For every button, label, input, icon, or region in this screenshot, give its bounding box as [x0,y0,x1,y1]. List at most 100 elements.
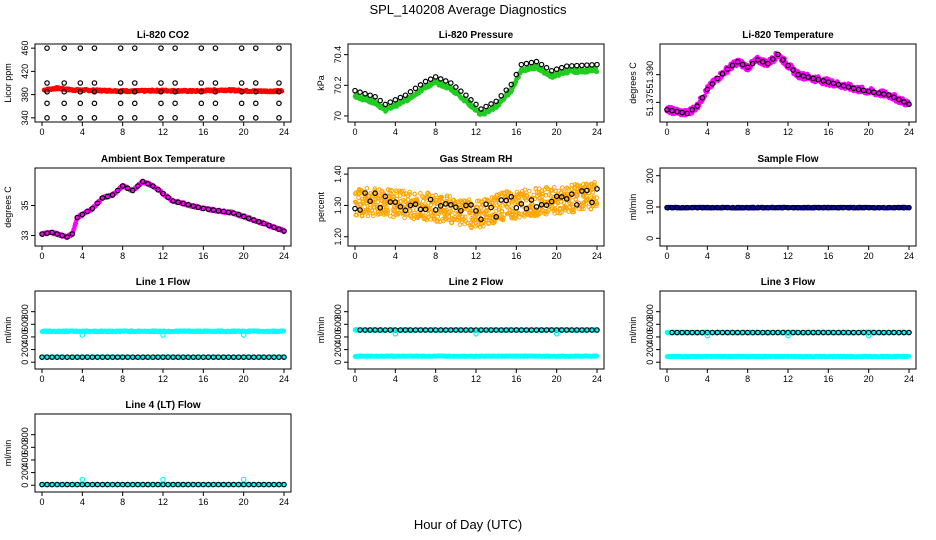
data-point [402,92,409,99]
y-tick-label: 800 [333,304,343,319]
data-point [372,93,378,100]
data-point [533,58,540,65]
y-tick-label: 380 [20,87,30,102]
data-point [276,115,282,121]
x-tick-label: 8 [120,251,125,261]
data-point [427,76,434,82]
data-point [252,45,259,51]
data-point [367,92,373,99]
data-point [352,205,358,212]
y-tick-label: 51.390 [645,61,655,89]
data-point [548,67,555,74]
data-point [212,100,219,107]
data-point [61,80,67,86]
plot-title: Gas Stream RH [440,154,513,165]
data-point [252,80,259,86]
series-levels [44,45,282,121]
data-point [172,80,178,86]
series-pressure [352,63,600,117]
data-point [117,88,124,95]
data-point [432,74,439,80]
series-low [352,353,600,359]
data-point [172,100,178,107]
data-point [172,45,178,51]
data-point [473,101,479,108]
x-tick-label: 12 [158,374,168,384]
data-point [377,97,384,104]
plot-title: Li-820 CO2 [137,30,190,41]
figure-title: SPL_140208 Average Diagnostics [369,2,567,17]
y-axis-label: ml/min [316,317,326,344]
x-tick-label: 20 [552,374,562,384]
y-tick-label: 0 [645,236,655,241]
data-point [91,45,98,51]
x-tick-label: 16 [198,251,208,261]
y-tick-label: 33 [20,230,30,240]
x-tick-label: 20 [239,127,249,137]
x-tick-label: 12 [158,127,168,137]
x-tick-label: 24 [279,127,289,137]
data-point [365,213,371,219]
data-point [131,88,138,95]
data-point [198,115,205,121]
x-tick-label: 16 [511,251,521,261]
y-tick-label: 70 [333,111,343,121]
data-point [238,88,245,95]
data-point [198,80,205,86]
data-point [483,103,489,110]
data-point [77,88,84,95]
data-point [447,80,454,86]
data-point [238,45,245,51]
data-point [117,100,124,107]
x-tick-label: 20 [239,251,249,261]
x-tick-label: 24 [592,374,602,384]
data-point [364,185,370,191]
x-tick-label: 0 [352,374,357,384]
data-point [276,88,282,95]
data-point [523,60,530,67]
data-point [453,84,459,90]
x-tick-label: 20 [864,251,874,261]
x-tick-label: 16 [198,127,208,137]
data-point [528,59,535,66]
data-point [357,89,363,95]
data-point [493,98,499,105]
data-point [559,185,565,190]
data-point [414,207,419,212]
data-point [158,115,164,121]
data-point [579,62,585,69]
data-point [513,204,520,211]
data-point [91,80,98,86]
x-tick-label: 12 [783,127,793,137]
x-tick-label: 20 [239,374,249,384]
series-amb-ref [39,178,287,240]
data-point [488,101,494,107]
data-point [61,100,67,107]
x-tick-label: 12 [783,251,793,261]
x-tick-label: 8 [120,127,125,137]
x-tick-label: 4 [80,374,85,384]
series-temp [664,50,912,118]
x-tick-label: 4 [393,251,398,261]
y-tick-label: 51.375 [645,89,655,117]
data-point [238,115,245,121]
data-point [198,88,205,95]
data-point [392,97,399,103]
data-point [422,78,429,85]
plot-rh: Gas Stream RH0 4 8 12 16 20 241.201.301.40perc… [316,154,605,261]
x-tick-label: 24 [592,251,602,261]
x-tick-label: 16 [823,127,833,137]
series-temp-ref [664,51,912,117]
plot-title: Li-820 Temperature [742,30,834,41]
data-point [276,100,282,107]
data-point [553,66,560,73]
data-point [518,61,525,68]
y-tick-label: 1.40 [333,165,343,183]
x-tick-label: 20 [864,127,874,137]
y-tick-label: 1.20 [333,228,343,246]
data-point [702,93,708,99]
y-tick-label: 35 [20,200,30,210]
y-tick-label: 340 [20,110,30,125]
